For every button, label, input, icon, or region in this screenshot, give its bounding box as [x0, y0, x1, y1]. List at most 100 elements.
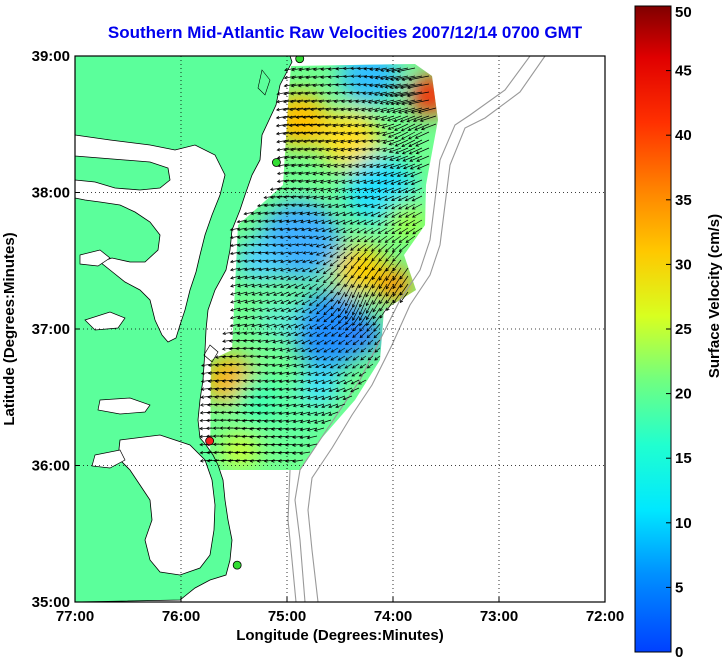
velocity-arrow: [344, 291, 353, 307]
velocity-arrow: [377, 243, 388, 253]
velocity-arrow: [327, 75, 339, 79]
velocity-arrow: [265, 291, 276, 296]
velocity-arrow: [278, 419, 290, 424]
velocity-arrow: [372, 315, 381, 326]
velocity-arrow: [400, 131, 416, 140]
velocity-arrow: [234, 442, 248, 447]
velocity-arrow: [328, 395, 339, 401]
velocity-arrow: [292, 211, 304, 216]
velocity-arrow: [242, 346, 255, 351]
velocity-arrow: [233, 434, 248, 439]
velocity-arrow: [271, 411, 283, 416]
velocity-arrow: [336, 243, 346, 250]
velocity-arrow: [330, 331, 339, 337]
velocity-arrow: [301, 299, 311, 305]
velocity-arrow: [337, 339, 346, 345]
velocity-arrow: [377, 211, 388, 218]
velocity-arrow: [342, 219, 353, 225]
velocity-arrow: [412, 115, 430, 123]
velocity-arrow: [314, 227, 325, 232]
velocity-arrow: [350, 74, 360, 78]
velocity-arrow: [396, 163, 409, 170]
velocity-arrow: [272, 339, 283, 344]
velocity-arrow: [236, 227, 248, 232]
velocity-arrow: [279, 243, 290, 247]
velocity-arrow: [411, 211, 423, 218]
velocity-arrow: [390, 99, 409, 106]
velocity-arrow: [258, 291, 269, 296]
velocity-arrow: [356, 211, 367, 216]
velocity-arrow: [341, 171, 353, 176]
velocity-arrow: [356, 82, 367, 87]
velocity-arrow: [299, 451, 311, 456]
velocity-arrow: [323, 299, 332, 309]
velocity-arrow: [278, 387, 290, 392]
velocity-arrow: [207, 395, 220, 399]
velocity-arrow: [341, 179, 353, 184]
velocity-arrow: [391, 219, 402, 226]
velocity-arrow: [282, 99, 297, 104]
velocity-arrow: [379, 283, 388, 297]
velocity-arrow: [306, 435, 318, 440]
velocity-arrow: [310, 107, 325, 112]
velocity-arrow: [302, 243, 311, 247]
velocity-arrow: [243, 267, 255, 272]
velocity-arrow: [330, 339, 339, 345]
velocity-arrow: [374, 75, 388, 80]
velocity-arrow: [285, 419, 297, 424]
velocity-arrow: [368, 155, 381, 160]
velocity-arrow: [386, 107, 402, 114]
velocity-arrow: [301, 275, 311, 281]
velocity-arrow: [301, 259, 311, 264]
velocity-arrow: [372, 291, 381, 305]
velocity-arrow: [352, 299, 360, 316]
velocity-arrow: [288, 123, 304, 128]
velocity-arrow: [332, 123, 346, 128]
velocity-arrow: [302, 251, 311, 255]
velocity-arrow: [401, 75, 423, 82]
velocity-arrow: [388, 147, 402, 154]
velocity-arrow: [412, 219, 423, 226]
velocity-arrow: [250, 259, 262, 263]
velocity-arrow: [367, 347, 374, 353]
velocity-arrow: [272, 259, 283, 264]
velocity-arrow: [328, 211, 339, 217]
velocity-arrow: [243, 259, 255, 263]
velocity-arrow: [244, 315, 255, 320]
velocity-arrow: [289, 107, 304, 112]
velocity-arrow: [352, 355, 360, 361]
velocity-arrow: [352, 307, 360, 321]
velocity-arrow: [257, 379, 269, 383]
velocity-arrow: [276, 195, 290, 199]
velocity-arrow: [335, 211, 346, 217]
colorbar: 0 5 10 15 20 25 30 35 40 45 50 Surface Velocity (c…: [634, 4, 723, 659]
velocity-arrow: [355, 163, 367, 168]
velocity-arrow: [349, 219, 360, 225]
velocity-arrow: [384, 187, 395, 193]
velocity-arrow: [361, 107, 374, 112]
velocity-arrow: [420, 123, 437, 131]
velocity-arrow: [337, 283, 346, 296]
velocity-arrow: [357, 203, 367, 208]
velocity-arrow: [307, 395, 318, 400]
velocity-arrow: [241, 443, 255, 447]
velocity-arrow: [307, 379, 318, 384]
velocity-arrow: [275, 115, 290, 120]
velocity-arrow: [348, 179, 360, 184]
velocity-arrow: [302, 139, 318, 144]
velocity-arrow: [350, 66, 360, 71]
velocity-arrow: [333, 155, 346, 160]
velocity-arrow: [396, 171, 409, 177]
velocity-arrow: [398, 219, 409, 226]
velocity-arrow: [341, 91, 353, 95]
velocity-arrow: [301, 307, 311, 313]
velocity-arrow: [303, 99, 318, 104]
velocity-arrow: [367, 107, 381, 112]
velocity-arrow: [337, 355, 346, 361]
velocity-arrow: [258, 299, 269, 304]
velocity-arrow: [373, 99, 388, 105]
velocity-arrow: [363, 203, 374, 208]
velocity-arrow: [276, 187, 290, 191]
velocity-arrow: [351, 267, 360, 279]
velocity-arrow: [271, 371, 283, 376]
